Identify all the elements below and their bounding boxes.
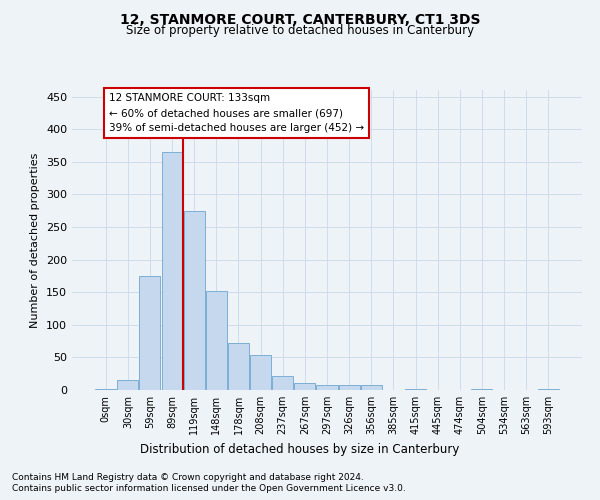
- Bar: [338, 386, 359, 390]
- Bar: [316, 386, 338, 390]
- Bar: [184, 210, 205, 390]
- Bar: [405, 388, 426, 390]
- Bar: [295, 384, 316, 390]
- Text: 12, STANMORE COURT, CANTERBURY, CT1 3DS: 12, STANMORE COURT, CANTERBURY, CT1 3DS: [120, 12, 480, 26]
- Text: Contains public sector information licensed under the Open Government Licence v3: Contains public sector information licen…: [12, 484, 406, 493]
- Bar: [538, 388, 559, 390]
- Bar: [250, 356, 271, 390]
- Bar: [95, 388, 116, 390]
- Bar: [118, 380, 139, 390]
- Bar: [361, 386, 382, 390]
- Bar: [206, 291, 227, 390]
- Text: Size of property relative to detached houses in Canterbury: Size of property relative to detached ho…: [126, 24, 474, 37]
- Text: 12 STANMORE COURT: 133sqm
← 60% of detached houses are smaller (697)
39% of semi: 12 STANMORE COURT: 133sqm ← 60% of detac…: [109, 94, 364, 133]
- Bar: [161, 152, 182, 390]
- Y-axis label: Number of detached properties: Number of detached properties: [31, 152, 40, 328]
- Text: Contains HM Land Registry data © Crown copyright and database right 2024.: Contains HM Land Registry data © Crown c…: [12, 472, 364, 482]
- Bar: [272, 376, 293, 390]
- Bar: [228, 343, 249, 390]
- Text: Distribution of detached houses by size in Canterbury: Distribution of detached houses by size …: [140, 442, 460, 456]
- Bar: [139, 276, 160, 390]
